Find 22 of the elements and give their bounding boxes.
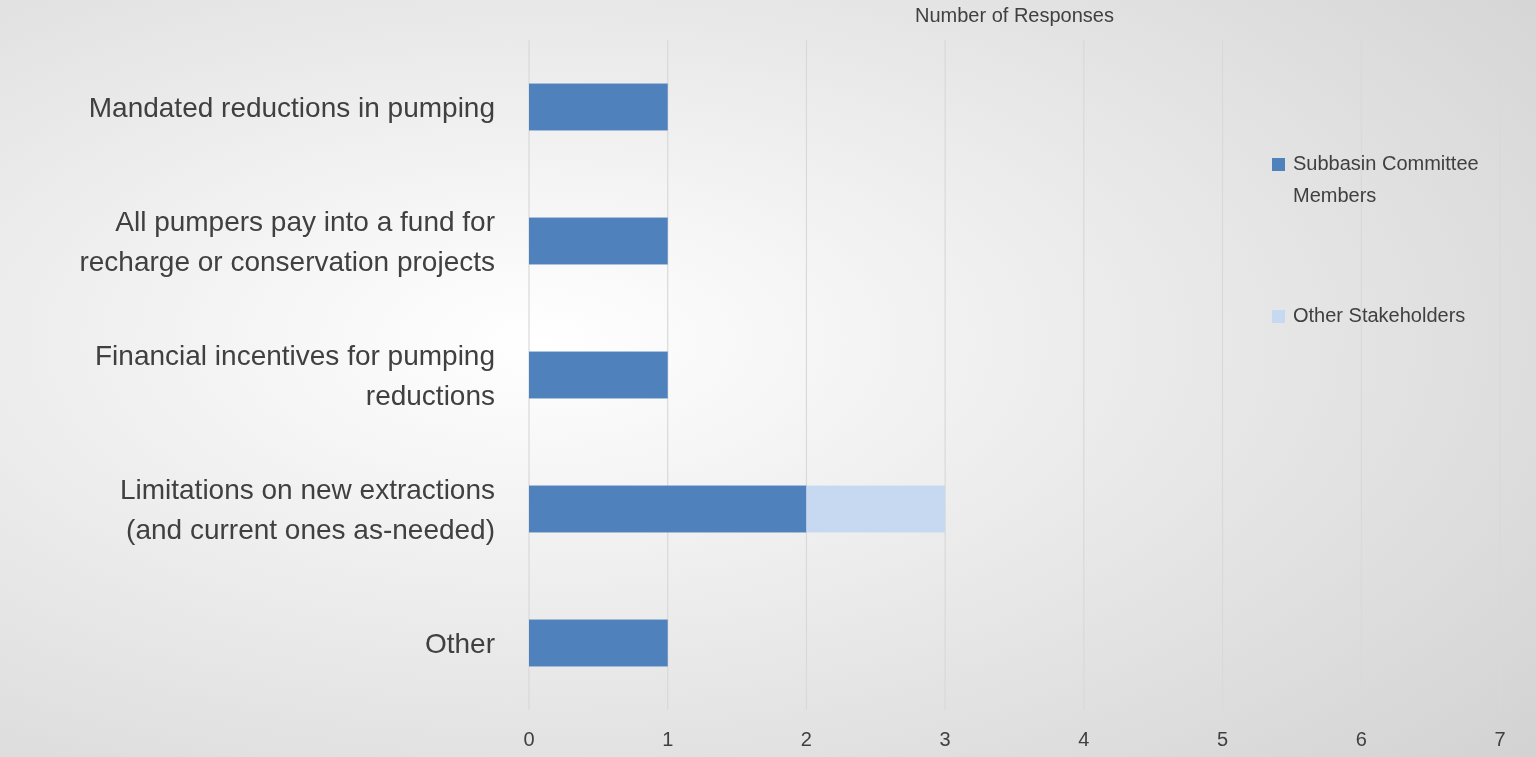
legend-label: Other Stakeholders xyxy=(1293,304,1466,326)
legend-label: Subbasin Committee Members xyxy=(1293,152,1479,206)
x-tick-label: 4 xyxy=(1078,728,1090,750)
x-tick-label: 6 xyxy=(1355,728,1367,750)
x-tick-label: 7 xyxy=(1494,728,1506,750)
bar xyxy=(529,619,668,667)
bar xyxy=(806,485,946,533)
x-tick-label: 3 xyxy=(939,728,951,750)
x-tick-label: 2 xyxy=(800,728,812,750)
x-tick-label: 1 xyxy=(662,728,674,750)
y-tick-label: Financial incentives for pumping reductions xyxy=(95,340,495,411)
bar xyxy=(529,83,668,131)
x-tick-label: 5 xyxy=(1217,728,1229,750)
bar xyxy=(529,485,807,533)
y-tick-label: All pumpers pay into a fund for recharge or conservation projects xyxy=(79,206,495,277)
y-tick-label: Limitations on new extractions (and current ones as-needed) xyxy=(119,474,495,545)
bar xyxy=(529,217,668,265)
bar xyxy=(529,351,668,399)
x-tick-label: 0 xyxy=(523,728,535,750)
y-tick-label: Other xyxy=(424,628,495,659)
chart-title: Number of Responses xyxy=(915,4,1114,26)
y-tick-label: Mandated reductions in pumping xyxy=(88,92,495,123)
